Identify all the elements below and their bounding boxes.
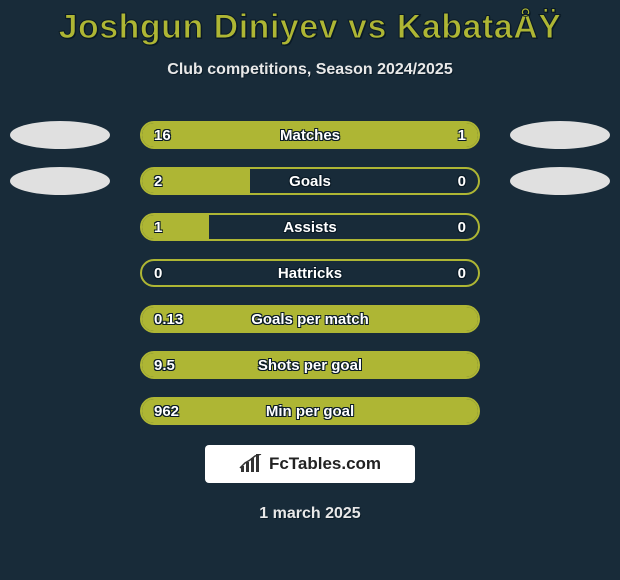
stat-label: Min per goal bbox=[142, 403, 478, 420]
player-blob-left bbox=[10, 121, 110, 149]
stat-label: Shots per goal bbox=[142, 357, 478, 374]
stat-bar: 962Min per goal bbox=[140, 397, 480, 425]
stat-value-right: 0 bbox=[458, 219, 466, 236]
watermark-text: FcTables.com bbox=[269, 454, 381, 474]
stat-value-right: 0 bbox=[458, 173, 466, 190]
stat-row: 1Assists0 bbox=[0, 213, 620, 241]
stat-row: 9.5Shots per goal bbox=[0, 351, 620, 379]
stat-value-right: 0 bbox=[458, 265, 466, 282]
stat-bar: 2Goals0 bbox=[140, 167, 480, 195]
stat-row: 2Goals0 bbox=[0, 167, 620, 195]
player-blob-right bbox=[510, 167, 610, 195]
stat-label: Assists bbox=[142, 219, 478, 236]
stat-label: Goals bbox=[142, 173, 478, 190]
watermark: FcTables.com bbox=[205, 445, 415, 483]
page-subtitle: Club competitions, Season 2024/2025 bbox=[0, 61, 620, 79]
stat-row: 0Hattricks0 bbox=[0, 259, 620, 287]
stat-bar: 0Hattricks0 bbox=[140, 259, 480, 287]
stat-bar: 1Assists0 bbox=[140, 213, 480, 241]
footer-date: 1 march 2025 bbox=[0, 505, 620, 523]
bar-chart-icon bbox=[239, 454, 263, 474]
player-blob-right bbox=[510, 121, 610, 149]
stats-container: 16Matches12Goals01Assists00Hattricks00.1… bbox=[0, 121, 620, 425]
stat-bar: 16Matches1 bbox=[140, 121, 480, 149]
player-blob-left bbox=[10, 167, 110, 195]
stat-row: 0.13Goals per match bbox=[0, 305, 620, 333]
stat-value-right: 1 bbox=[458, 127, 466, 144]
stat-row: 16Matches1 bbox=[0, 121, 620, 149]
stat-bar: 9.5Shots per goal bbox=[140, 351, 480, 379]
stat-label: Hattricks bbox=[142, 265, 478, 282]
page-title: Joshgun Diniyev vs KabataÅŸ bbox=[0, 0, 620, 47]
stat-bar: 0.13Goals per match bbox=[140, 305, 480, 333]
stat-label: Goals per match bbox=[142, 311, 478, 328]
stat-row: 962Min per goal bbox=[0, 397, 620, 425]
stat-label: Matches bbox=[142, 127, 478, 144]
